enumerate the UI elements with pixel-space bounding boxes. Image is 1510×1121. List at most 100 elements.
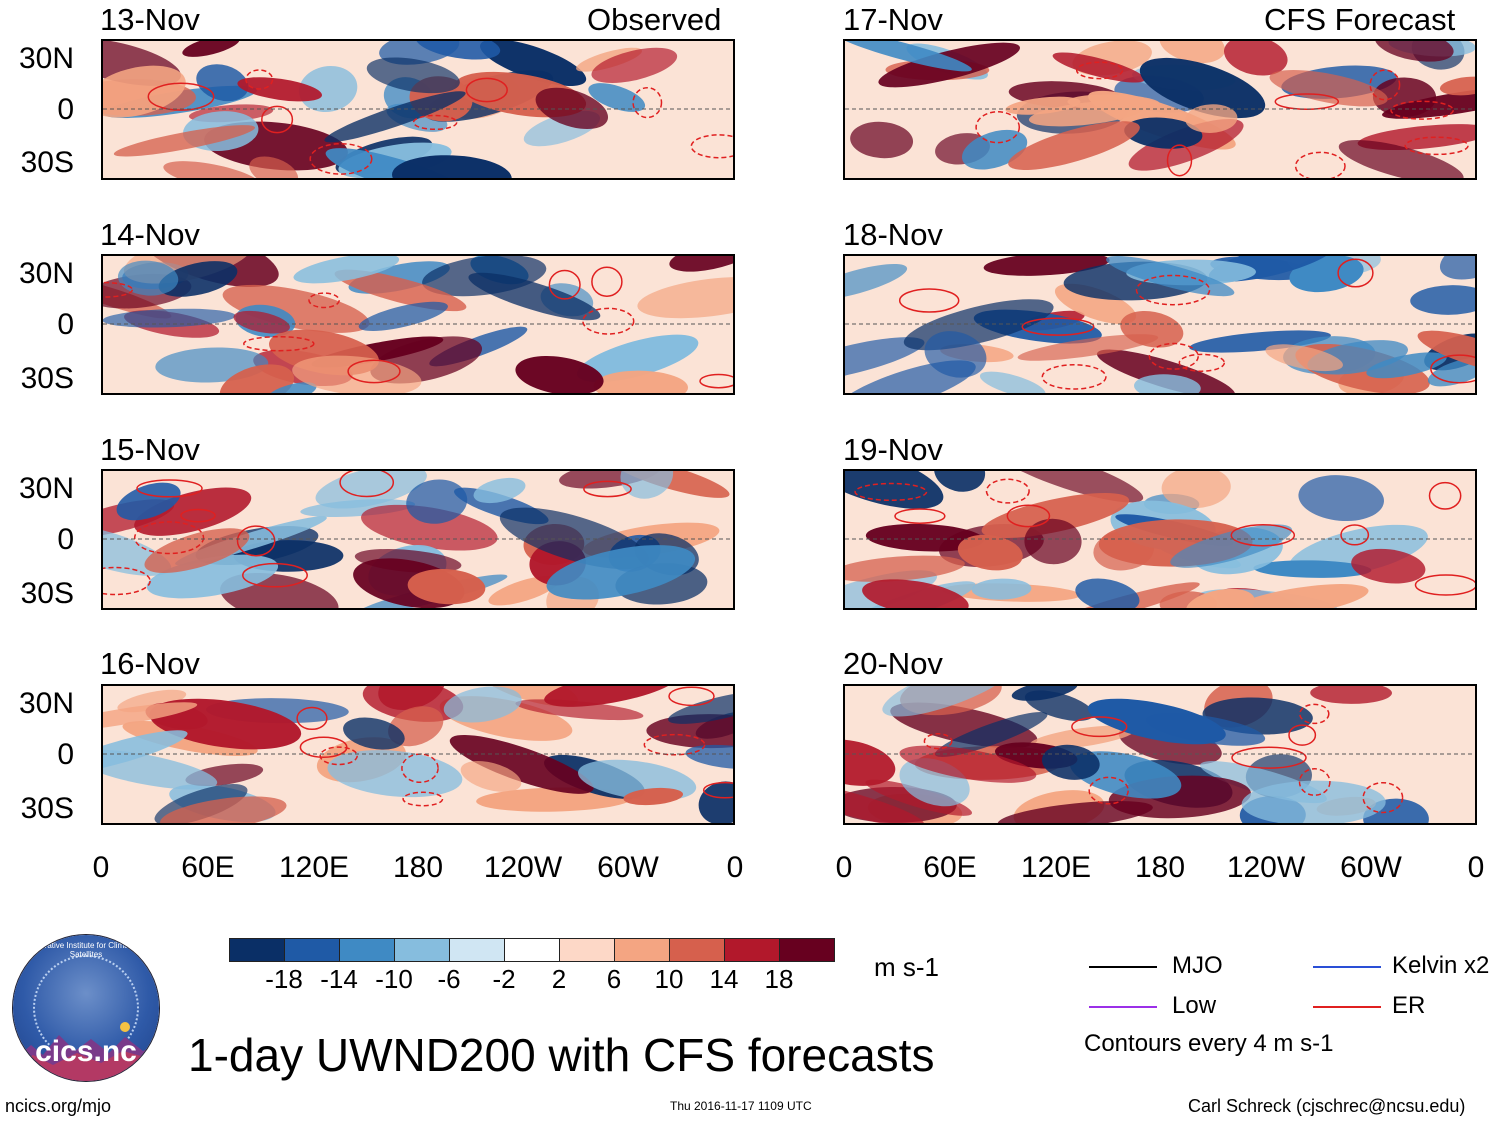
wind-anomaly-blob xyxy=(488,575,560,606)
wind-anomaly-blob xyxy=(1052,52,1145,83)
wind-anomaly-blob xyxy=(1439,76,1475,96)
wind-anomaly-blob xyxy=(983,256,1110,276)
colorbar-swatch xyxy=(449,938,505,962)
panel-date-left-2: 14-Nov xyxy=(100,217,200,252)
wind-anomaly-blob xyxy=(1231,584,1369,608)
er-contour xyxy=(1298,768,1331,796)
wind-anomaly-blob xyxy=(698,781,733,823)
er-contour xyxy=(309,142,373,175)
wind-anomaly-blob xyxy=(1185,104,1238,133)
wind-field xyxy=(103,256,733,393)
er-contour xyxy=(583,480,632,498)
wind-anomaly-blob xyxy=(1189,330,1331,353)
colorbar-swatch xyxy=(339,938,395,962)
er-contour xyxy=(308,292,340,309)
er-contour xyxy=(347,359,401,384)
er-contour xyxy=(1414,574,1475,596)
er-contour xyxy=(1135,274,1211,306)
er-contour xyxy=(1340,524,1370,546)
wind-anomaly-blob xyxy=(845,263,908,300)
er-contour xyxy=(412,114,458,131)
wind-anomaly-blob xyxy=(994,471,1144,503)
wind-anomaly-blob xyxy=(535,87,609,130)
lon-label-right: 0 xyxy=(1467,851,1485,884)
map-panel-left-1 xyxy=(101,39,735,180)
legend-line-low xyxy=(1089,1006,1157,1008)
colorbar-units: m s-1 xyxy=(874,952,939,982)
colorbar-tick-label: 18 xyxy=(764,964,794,994)
colorbar-swatch xyxy=(669,938,725,962)
lat-label-eq: 0 xyxy=(57,93,74,126)
wind-anomaly-blob xyxy=(685,744,733,770)
colorbar-swatch xyxy=(614,938,670,962)
panel-date-left-1: 13-Nov xyxy=(100,2,200,37)
wind-anomaly-blob xyxy=(1161,471,1231,509)
er-contour xyxy=(103,566,151,596)
lon-label-left: 0 xyxy=(92,851,110,884)
wind-anomaly-blob xyxy=(480,41,587,86)
wind-anomaly-blob xyxy=(1124,117,1203,149)
panel-date-right-1: 17-Nov xyxy=(843,2,943,37)
wind-anomaly-blob xyxy=(971,578,1032,600)
er-contour xyxy=(1294,151,1346,178)
colorbar-swatch xyxy=(779,938,835,962)
er-contour xyxy=(894,508,946,524)
er-contour xyxy=(985,478,1030,504)
logo-mountains xyxy=(13,1022,159,1081)
wind-anomaly-blob xyxy=(1139,57,1266,119)
colorbar-tick-label: 6 xyxy=(606,964,622,994)
wind-anomaly-blob xyxy=(668,690,733,724)
er-contour xyxy=(180,508,216,523)
er-contour xyxy=(1006,504,1051,528)
wind-anomaly-blob xyxy=(957,534,1023,571)
wind-anomaly-blob xyxy=(845,471,944,509)
wind-anomaly-blob xyxy=(315,471,427,509)
logo-arc-text: Cooperative Institute for Climate and Sa… xyxy=(21,941,151,959)
wind-anomaly-blob xyxy=(1372,77,1437,117)
er-contour xyxy=(1166,144,1193,177)
map-panel-left-4 xyxy=(101,684,735,825)
er-contour xyxy=(1274,93,1340,110)
footer-timestamp: Thu 2016-11-17 1109 UTC xyxy=(670,1099,812,1113)
wind-anomaly-blob xyxy=(1253,560,1372,578)
er-contour xyxy=(1021,317,1095,336)
wind-anomaly-blob xyxy=(1351,548,1426,584)
er-contour xyxy=(402,791,444,807)
wind-anomaly-blob xyxy=(219,364,294,393)
wind-anomaly-blob xyxy=(845,555,965,582)
er-contour xyxy=(548,269,581,300)
footer-site-link[interactable]: ncics.org/mjo xyxy=(5,1096,112,1116)
wind-anomaly-blob xyxy=(182,41,240,57)
wind-field xyxy=(845,686,1475,823)
er-contour xyxy=(296,706,328,731)
er-contour xyxy=(242,562,308,588)
lon-label-left: 180 xyxy=(392,851,444,884)
wind-anomaly-blob xyxy=(1224,41,1288,76)
wind-anomaly-blob xyxy=(1269,69,1388,107)
colorbar-tick-label: -18 xyxy=(265,964,303,994)
colorbar-tick-label: -2 xyxy=(492,964,516,994)
wind-anomaly-blob xyxy=(1338,140,1464,178)
colorbar-tick-label: -10 xyxy=(375,964,413,994)
er-contour xyxy=(923,733,953,750)
colorbar-swatch xyxy=(559,938,615,962)
panel-tag-observed: Observed xyxy=(587,2,722,37)
wind-anomaly-blob xyxy=(1310,686,1392,704)
legend-line-er xyxy=(1313,1006,1381,1008)
panel-date-left-3: 15-Nov xyxy=(100,432,200,467)
map-panel-left-2 xyxy=(101,254,735,395)
wind-anomaly-blob xyxy=(292,355,422,393)
lat-label-30s: 30S xyxy=(20,362,74,395)
wind-anomaly-blob xyxy=(443,686,522,723)
wind-anomaly-blob xyxy=(407,568,486,605)
er-contour xyxy=(632,86,663,119)
er-contour xyxy=(1390,100,1454,120)
wind-field xyxy=(845,256,1475,393)
wind-anomaly-blob xyxy=(334,269,467,312)
lon-label-left: 60E xyxy=(181,851,235,884)
er-contour xyxy=(1430,354,1475,384)
wind-anomaly-blob xyxy=(1374,41,1454,62)
lat-label-30n: 30N xyxy=(18,257,74,290)
panel-date-left-4: 16-Nov xyxy=(100,646,200,681)
wind-anomaly-blob xyxy=(845,780,925,823)
